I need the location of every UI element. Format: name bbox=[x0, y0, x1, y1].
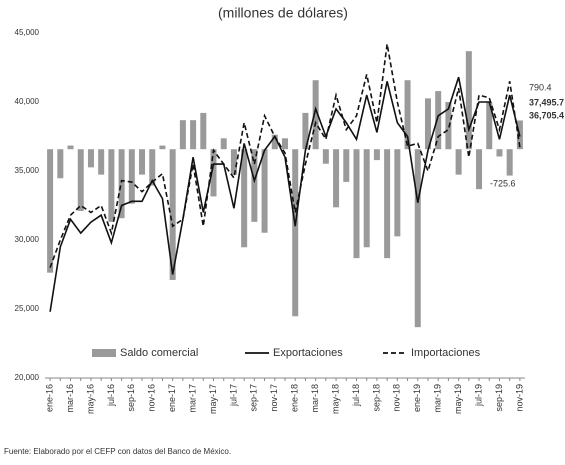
bar bbox=[302, 112, 309, 150]
bar bbox=[220, 138, 227, 150]
line-series bbox=[49, 43, 521, 268]
bar bbox=[476, 149, 483, 190]
x-tick-label: nov-19 bbox=[514, 384, 524, 412]
bar bbox=[465, 51, 472, 150]
y-tick-label: 30,000 bbox=[15, 235, 40, 244]
x-tick-label: may-19 bbox=[453, 384, 463, 414]
x-tick-label: may-18 bbox=[330, 384, 340, 414]
x-tick-label: ene-17 bbox=[167, 384, 177, 412]
x-tick-label: nov-16 bbox=[147, 384, 157, 412]
bar bbox=[149, 149, 156, 186]
annotation: 37,495.7 bbox=[529, 97, 564, 107]
x-tick-label: nov-17 bbox=[269, 384, 279, 412]
bar bbox=[496, 149, 503, 157]
x-tick-label: jul-19 bbox=[473, 384, 483, 407]
legend-label: Exportaciones bbox=[273, 347, 343, 359]
y-tick-label: 35,000 bbox=[15, 166, 40, 175]
x-tick-label: mar-16 bbox=[65, 384, 75, 413]
bar bbox=[312, 80, 319, 150]
bar bbox=[57, 149, 64, 179]
y-tick-label: 40,000 bbox=[15, 97, 40, 106]
x-tick-label: may-17 bbox=[208, 384, 218, 414]
y-tick-label: 25,000 bbox=[15, 304, 40, 313]
bar bbox=[47, 149, 54, 273]
bar bbox=[169, 149, 176, 280]
x-tick-label: mar-17 bbox=[187, 384, 197, 413]
bar bbox=[373, 149, 380, 161]
bar bbox=[404, 80, 411, 150]
legend-label: Saldo comercial bbox=[120, 347, 198, 359]
x-tick-label: mar-19 bbox=[433, 384, 443, 413]
bar bbox=[210, 149, 217, 197]
bar bbox=[435, 91, 442, 150]
bar bbox=[251, 149, 258, 222]
x-tick-label: may-16 bbox=[85, 384, 95, 414]
bar bbox=[486, 102, 493, 150]
bar bbox=[128, 149, 135, 204]
bar bbox=[414, 149, 421, 328]
x-tick-label: ene-19 bbox=[412, 384, 422, 412]
x-tick-label: jul-18 bbox=[351, 384, 361, 407]
bar bbox=[98, 149, 105, 175]
legend-label: Importaciones bbox=[411, 347, 481, 359]
x-tick-label: sep-18 bbox=[371, 384, 381, 412]
annotation: 36,705.4 bbox=[529, 110, 564, 120]
x-tick-label: sep-16 bbox=[126, 384, 136, 412]
bar bbox=[292, 149, 299, 317]
x-tick-label: ene-16 bbox=[44, 384, 54, 412]
bar bbox=[77, 149, 84, 211]
bar bbox=[179, 120, 186, 150]
x-tick-label: jul-16 bbox=[106, 384, 116, 407]
bar bbox=[190, 120, 197, 150]
line-series bbox=[49, 76, 521, 312]
bar bbox=[118, 149, 125, 219]
bar bbox=[333, 149, 340, 208]
bar bbox=[394, 149, 401, 237]
bar bbox=[67, 145, 74, 150]
bar bbox=[230, 149, 237, 175]
annotation: -725.6 bbox=[490, 178, 516, 188]
bar bbox=[200, 112, 207, 150]
x-tick-label: ene-18 bbox=[290, 384, 300, 412]
x-tick-label: nov-18 bbox=[392, 384, 402, 412]
bar bbox=[108, 149, 115, 222]
bar bbox=[241, 149, 248, 248]
x-tick-label: sep-19 bbox=[494, 384, 504, 412]
bar bbox=[506, 149, 513, 176]
bar bbox=[271, 134, 278, 150]
bar bbox=[139, 149, 146, 175]
annotation: 790.4 bbox=[529, 82, 552, 92]
y-tick-label: 45,000 bbox=[15, 28, 40, 37]
bar bbox=[87, 149, 94, 168]
bar bbox=[384, 149, 391, 259]
x-tick-label: jul-17 bbox=[228, 384, 238, 407]
bar bbox=[322, 149, 329, 164]
y-tick-label: 20,000 bbox=[15, 373, 40, 382]
bar bbox=[363, 149, 370, 248]
source-note: Fuente: Elaborado por el CEFP con datos … bbox=[4, 447, 231, 456]
x-tick-label: mar-18 bbox=[310, 384, 320, 413]
bar bbox=[159, 145, 166, 150]
chart-title: (millones de dólares) bbox=[218, 5, 348, 21]
bar bbox=[445, 102, 452, 150]
x-tick-label: sep-17 bbox=[249, 384, 259, 412]
legend-swatch bbox=[92, 349, 116, 357]
bar bbox=[455, 149, 462, 175]
bar bbox=[353, 149, 360, 259]
bar bbox=[261, 149, 268, 233]
bar bbox=[424, 98, 431, 150]
bar bbox=[282, 138, 288, 150]
bar bbox=[343, 149, 350, 182]
